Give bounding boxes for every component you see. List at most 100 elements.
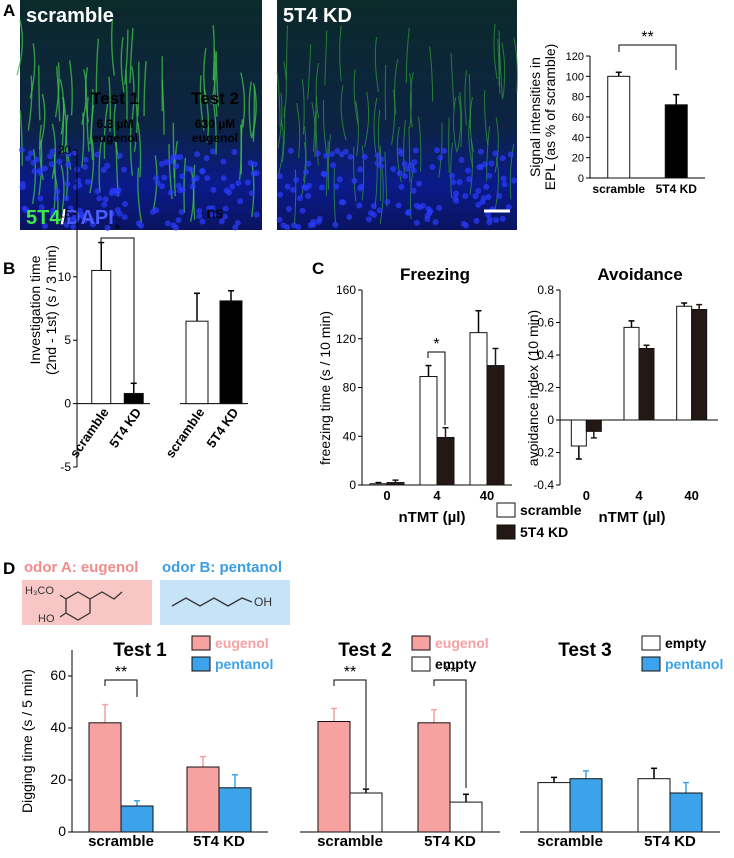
legend-swatch (641, 656, 661, 672)
bar (88, 722, 122, 833)
texture (486, 172, 493, 179)
x-tick-label: 5T4 KD (106, 405, 144, 450)
texture (49, 148, 56, 155)
x-tick-label: 5T4 KD (656, 182, 698, 196)
texture (170, 154, 177, 161)
texture (125, 69, 128, 126)
texture (65, 151, 72, 158)
legend-label: scramble (520, 502, 582, 518)
panel-label: B (3, 259, 15, 278)
bar (623, 326, 640, 421)
y-tick-label: 5 (64, 333, 71, 347)
stain: / (60, 207, 66, 229)
legend-label: eugenol (435, 635, 489, 651)
bar (386, 482, 405, 486)
x-tick-label: 40 (684, 488, 698, 503)
texture (379, 168, 384, 225)
texture (353, 69, 359, 125)
texture (488, 160, 495, 167)
y-tick-label: 120 (566, 51, 584, 63)
micrograph (277, 0, 517, 230)
significance-bracket (100, 237, 135, 395)
texture (357, 166, 364, 173)
texture (473, 217, 480, 224)
panel-label: C (312, 259, 324, 278)
y-tick-label: 40 (343, 429, 357, 443)
texture (396, 126, 402, 183)
significance: ** (115, 664, 127, 681)
x-tick-label: 5T4 KD (424, 833, 476, 850)
legend-label: 5T4 KD (520, 524, 568, 540)
texture (507, 151, 514, 158)
texture (53, 153, 57, 209)
texture (396, 170, 403, 177)
texture (277, 92, 283, 148)
texture (356, 202, 363, 209)
significance: ns (207, 205, 224, 222)
texture (53, 195, 60, 202)
texture (429, 164, 436, 171)
texture (460, 220, 467, 227)
texture (492, 150, 499, 157)
texture (129, 27, 134, 83)
legend-label: pentanol (665, 656, 723, 672)
significance-bracket (333, 679, 367, 788)
texture (41, 222, 48, 229)
x-tick-label: 40 (480, 488, 494, 503)
texture (94, 188, 101, 195)
x-tick-label: 4 (433, 488, 441, 503)
odor-label: odor A: eugenol (24, 559, 138, 576)
bar (218, 787, 252, 833)
texture (104, 224, 111, 231)
texture (287, 147, 294, 154)
bar (219, 300, 243, 405)
bar (349, 792, 383, 833)
texture (307, 222, 314, 229)
texture (129, 120, 133, 176)
texture (436, 204, 443, 211)
texture (33, 156, 40, 163)
y-tick-label: 120 (336, 332, 356, 346)
texture (19, 110, 23, 166)
texture (68, 60, 73, 116)
texture (338, 151, 345, 158)
bar (669, 792, 703, 833)
texture (437, 154, 444, 161)
texture (390, 165, 397, 172)
texture (189, 183, 196, 190)
texture (38, 65, 41, 121)
texture (324, 30, 328, 86)
y-axis-label: EPL (as % of scramble) (542, 44, 558, 191)
texture (384, 64, 387, 120)
texture (121, 166, 128, 173)
significance-bracket (433, 679, 467, 788)
texture (401, 161, 408, 168)
texture (351, 177, 358, 184)
texture (167, 189, 174, 196)
legend-label: empty (665, 635, 706, 651)
bar (691, 309, 708, 421)
legend-swatch (191, 656, 211, 672)
legend-swatch (496, 524, 516, 540)
texture (293, 176, 300, 183)
texture (215, 51, 220, 107)
texture (330, 162, 337, 169)
texture (323, 152, 330, 159)
texture (367, 209, 374, 216)
texture (347, 153, 354, 160)
texture (477, 164, 484, 171)
texture (56, 158, 63, 165)
texture (55, 66, 61, 122)
texture (89, 137, 95, 194)
texture (209, 205, 216, 212)
texture (462, 193, 469, 200)
texture (38, 93, 46, 150)
texture (196, 213, 203, 220)
texture (376, 207, 383, 214)
texture (108, 76, 111, 132)
texture (231, 149, 238, 156)
texture (314, 150, 321, 157)
y-tick-label: -0.4 (533, 478, 554, 492)
x-tick-label: 5T4 KD (193, 833, 245, 850)
x-axis-label: nTMT (µl) (399, 509, 466, 526)
